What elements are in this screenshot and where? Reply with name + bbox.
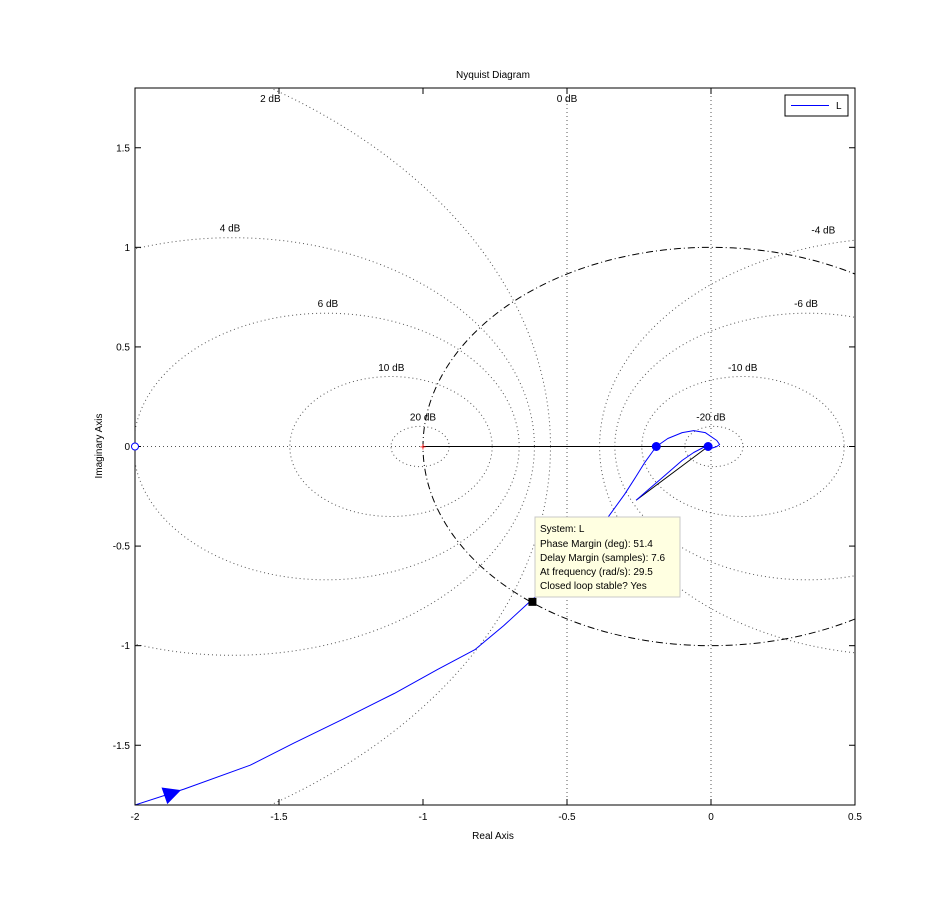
x-axis-label: Real Axis: [472, 831, 514, 842]
y-tick-label: 0.5: [116, 342, 130, 353]
phase-margin-marker[interactable]: [528, 597, 537, 606]
datatip-line-stability: Closed loop stable? Yes: [540, 581, 647, 592]
pole-reference-line-2: [635, 446, 709, 501]
m-circle-label: 4 dB: [220, 223, 241, 234]
critical-point-marker: +: [420, 442, 426, 454]
y-tick-label: 0: [124, 442, 130, 453]
y-tick-label: 1: [124, 243, 130, 254]
markers-group: +: [131, 442, 713, 805]
axis-ticks: -2 -1.5 -1 -0.5 0 0.5 -1.5 -1 -0.5 0 0.5 1 1.5: [113, 88, 862, 823]
direction-arrow: [161, 787, 182, 805]
series-line-L[interactable]: [135, 430, 721, 805]
datatip-line-system: System: L: [540, 524, 585, 535]
m-circle-labels: 20 dB 10 dB 6 dB 4 dB 2 dB 0 dB -4 dB -6 dB -10 …: [220, 94, 836, 424]
m-circle-label: -10 dB: [728, 363, 758, 374]
x-tick-label: -2: [131, 812, 140, 823]
datatip[interactable]: System: L Phase Margin (deg): 51.4 Delay…: [534, 516, 681, 598]
y-tick-label: 1.5: [116, 143, 130, 154]
y-tick-label: -1: [121, 641, 130, 652]
m-circle-label: -6 dB: [794, 299, 818, 310]
x-tick-label: -1: [419, 812, 428, 823]
m-circle-label: 6 dB: [318, 299, 339, 310]
m-circle-label: 0 dB: [557, 94, 578, 105]
x-tick-label: -0.5: [558, 812, 576, 823]
m-circle-label: 20 dB: [410, 413, 436, 424]
m-circle-label: -20 dB: [696, 413, 726, 424]
legend[interactable]: L: [784, 94, 849, 117]
closed-loop-pole-marker[interactable]: [651, 442, 661, 451]
datatip-line-frequency: At frequency (rad/s): 29.5: [540, 567, 653, 578]
datatip-line-phase-margin: Phase Margin (deg): 51.4: [540, 539, 653, 550]
m-circle-label: 10 dB: [378, 363, 404, 374]
x-tick-label: 0.5: [848, 812, 862, 823]
x-tick-label: -1.5: [270, 812, 288, 823]
datatip-line-delay-margin: Delay Margin (samples): 7.6: [540, 553, 665, 564]
x-tick-label: 0: [708, 812, 714, 823]
m-circle-label: 2 dB: [260, 94, 281, 105]
legend-label-L: L: [836, 101, 842, 112]
m-circle-label: -4 dB: [811, 225, 835, 236]
chart-title: Nyquist Diagram: [456, 70, 530, 81]
closed-loop-pole-marker[interactable]: [703, 442, 713, 451]
y-tick-label: -1.5: [113, 741, 131, 752]
y-axis-label: Imaginary Axis: [94, 413, 105, 478]
left-boundary-marker: [131, 442, 139, 451]
y-tick-label: -0.5: [113, 542, 131, 553]
m-circle: [641, 376, 845, 517]
datatip-box: [534, 516, 681, 598]
